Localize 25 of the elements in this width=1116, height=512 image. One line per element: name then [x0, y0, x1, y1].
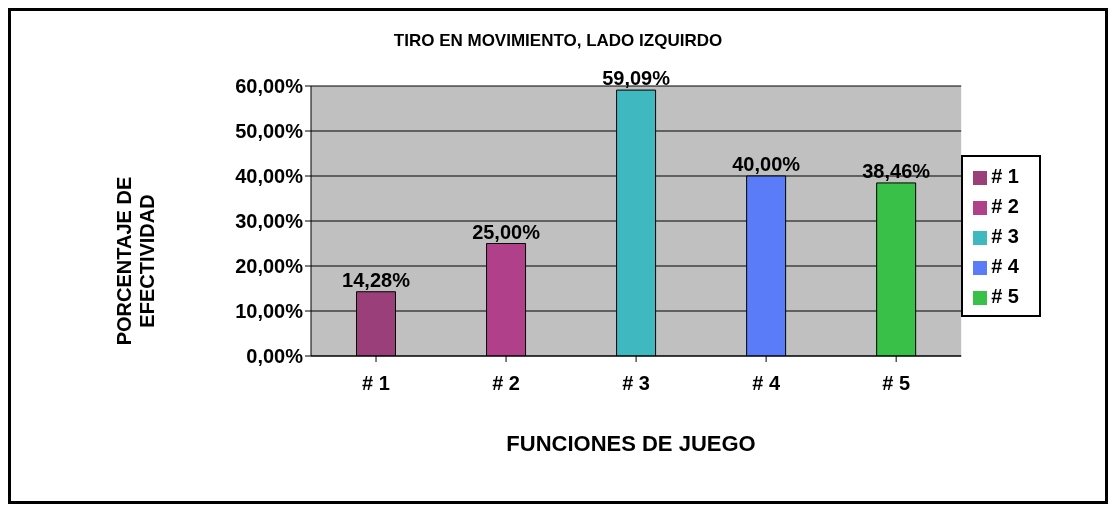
legend-label: # 4: [991, 255, 1019, 277]
x-tick-label: # 1: [362, 372, 390, 395]
data-label: 25,00%: [472, 220, 541, 243]
y-tick-label: 20,00%: [235, 255, 304, 278]
legend-label: # 3: [991, 225, 1019, 247]
x-tick-label: # 5: [882, 372, 911, 395]
x-tick-label: # 2: [492, 372, 520, 395]
y-axis-title: PORCENTAJE DE EFECTIVIDAD: [113, 175, 159, 348]
data-label: 14,28%: [342, 268, 411, 291]
data-label: 40,00%: [732, 153, 801, 175]
x-axis-title: FUNCIONES DE JUEGO: [505, 431, 757, 457]
x-tick-label: # 3: [622, 372, 650, 395]
y-tick-label: 10,00%: [235, 300, 304, 323]
y-tick-label: 50,00%: [235, 120, 304, 143]
y-tick-label: 30,00%: [235, 210, 304, 233]
y-tick-label: 60,00%: [235, 75, 304, 98]
legend-label: # 1: [991, 165, 1019, 187]
chart-title: TIRO EN MOVIMIENTO, LADO IZQUIRDO: [392, 31, 724, 51]
x-tick-label: # 4: [752, 372, 781, 395]
y-tick-label: 0,00%: [246, 345, 304, 368]
data-label: 38,46%: [862, 159, 931, 182]
data-label: 59,09%: [602, 67, 671, 90]
y-tick-label: 40,00%: [235, 165, 304, 188]
legend-label: # 2: [991, 195, 1019, 217]
legend-label: # 5: [991, 285, 1019, 307]
